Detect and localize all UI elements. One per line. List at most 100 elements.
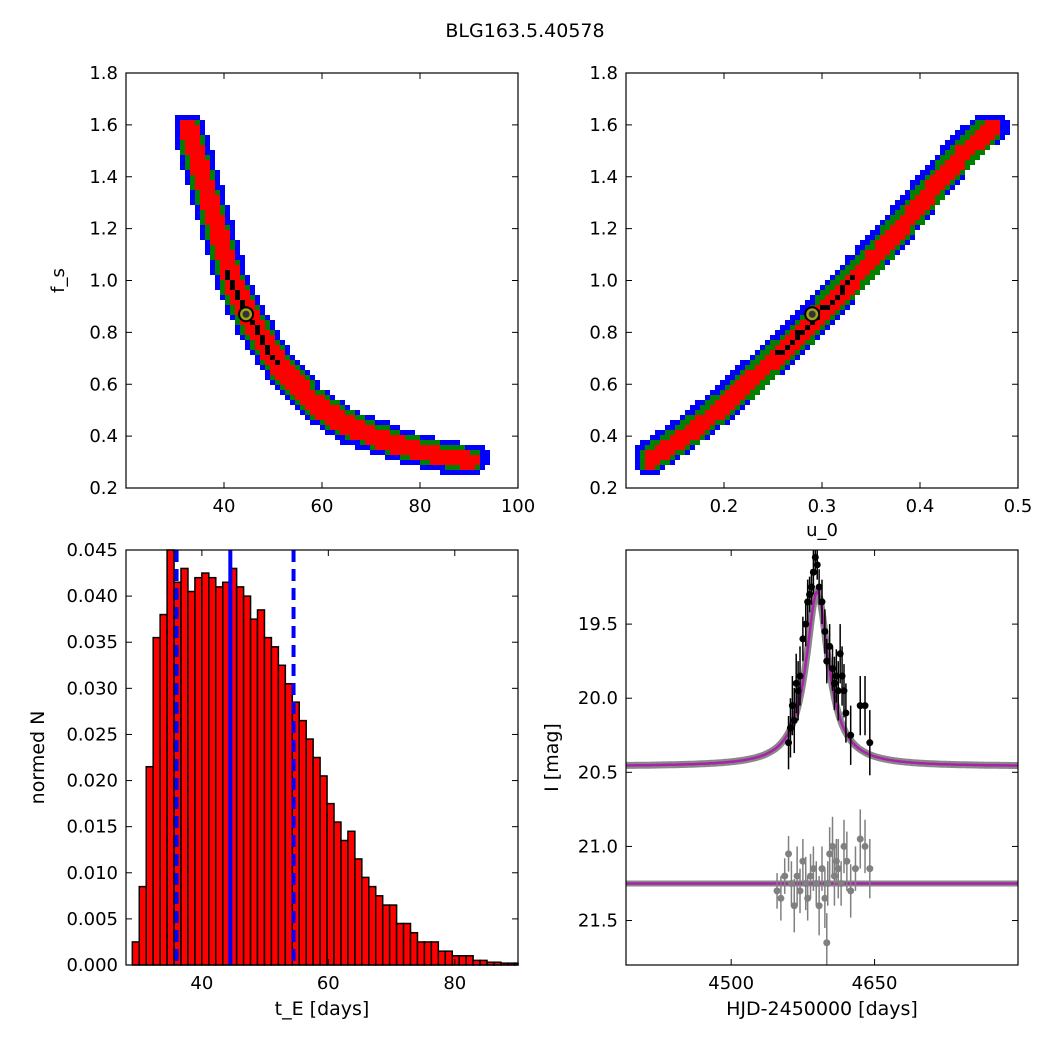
heatmap-band-mid — [335, 415, 340, 420]
heatmap-band-mid — [225, 260, 230, 265]
heatmap-band-outer — [190, 170, 195, 175]
heatmap-band-outer — [825, 310, 830, 315]
heatmap-band-mid — [225, 295, 230, 300]
histogram-bar — [166, 549, 175, 966]
heatmap-band-outer — [290, 395, 295, 400]
heatmap-band-outer — [930, 175, 935, 180]
heatmap-band-inner — [220, 220, 225, 225]
heatmap-band-inner — [365, 430, 370, 435]
heatmap-band-inner — [250, 325, 255, 330]
heatmap-band-outer — [280, 355, 285, 360]
heatmap-band-mid — [895, 235, 900, 240]
heatmap-band-mid — [200, 165, 205, 170]
heatmap-band-outer — [230, 245, 235, 250]
heatmap-band-inner — [325, 420, 330, 425]
heatmap-band-mid — [865, 250, 870, 255]
heatmap-band-outer — [990, 130, 995, 135]
heatmap-band-outer — [415, 450, 420, 455]
heatmap-band-inner — [225, 285, 230, 290]
heatmap-band-outer — [340, 425, 345, 430]
heatmap-band-outer — [445, 470, 450, 475]
heatmap-band-outer — [940, 165, 945, 170]
heatmap-band-mid — [720, 390, 725, 395]
heatmap-band-outer — [370, 425, 375, 430]
heatmap-band-inner — [865, 255, 870, 260]
heatmap-band-outer — [885, 260, 890, 265]
residual-point — [851, 865, 859, 873]
heatmap-band-mid — [240, 310, 245, 315]
heatmap-band-mid — [445, 445, 450, 450]
heatmap-band-mid — [955, 145, 960, 150]
heatmap-band-inner — [260, 335, 265, 340]
heatmap-band-inner — [250, 310, 255, 315]
data-point — [823, 657, 831, 665]
heatmap-band-outer — [335, 410, 340, 415]
heatmap-band-outer — [210, 190, 215, 195]
heatmap-band-outer — [240, 305, 245, 310]
heatmap-band-outer — [870, 245, 875, 250]
heatmap-band-mid — [750, 395, 755, 400]
data-point — [796, 672, 804, 680]
heatmap-band-mid — [705, 400, 710, 405]
heatmap-band-mid — [475, 460, 480, 465]
heatmap-band-outer — [655, 430, 660, 435]
heatmap-band-outer — [1000, 120, 1005, 125]
heatmap-band-mid — [260, 340, 265, 345]
heatmap-band-mid — [700, 415, 705, 420]
heatmap-band-outer — [965, 140, 970, 145]
heatmap-band-inner — [335, 405, 340, 410]
heatmap-band-inner — [955, 150, 960, 155]
y-tick-label: 0.6 — [589, 374, 618, 395]
heatmap-band-inner — [430, 455, 435, 460]
heatmap-band-outer — [270, 340, 275, 345]
heatmap-band-outer — [220, 290, 225, 295]
heatmap-band-outer — [180, 155, 185, 160]
heatmap-band-outer — [745, 365, 750, 370]
heatmap-band-mid — [185, 120, 190, 125]
heatmap-band-mid — [205, 195, 210, 200]
heatmap-core-cell — [785, 345, 790, 350]
heatmap-band-outer — [255, 310, 260, 315]
heatmap-band-inner — [470, 455, 475, 460]
heatmap-band-mid — [210, 190, 215, 195]
heatmap-band-mid — [225, 280, 230, 285]
heatmap-band-mid — [745, 375, 750, 380]
heatmap-band-outer — [955, 170, 960, 175]
heatmap-band-inner — [815, 320, 820, 325]
heatmap-band-mid — [445, 455, 450, 460]
heatmap-band-inner — [220, 230, 225, 235]
heatmap-band-outer — [770, 375, 775, 380]
residual-point — [818, 865, 826, 873]
heatmap-band-outer — [940, 145, 945, 150]
heatmap-band-outer — [280, 360, 285, 365]
heatmap-band-mid — [180, 140, 185, 145]
heatmap-band-outer — [460, 470, 465, 475]
heatmap-band-outer — [310, 385, 315, 390]
heatmap-band-mid — [370, 440, 375, 445]
heatmap-band-outer — [730, 370, 735, 375]
heatmap-band-outer — [765, 360, 770, 365]
heatmap-band-inner — [920, 200, 925, 205]
heatmap-band-mid — [950, 180, 955, 185]
heatmap-band-mid — [395, 435, 400, 440]
heatmap-band-outer — [925, 170, 930, 175]
heatmap-band-inner — [800, 335, 805, 340]
heatmap-band-mid — [825, 290, 830, 295]
heatmap-band-mid — [650, 445, 655, 450]
heatmap-band-mid — [905, 200, 910, 205]
heatmap-band-outer — [945, 155, 950, 160]
heatmap-band-outer — [315, 380, 320, 385]
heatmap-band-mid — [390, 430, 395, 435]
heatmap-band-outer — [860, 250, 865, 255]
heatmap-band-outer — [230, 225, 235, 230]
heatmap-band-outer — [660, 450, 665, 455]
heatmap-band-outer — [280, 340, 285, 345]
heatmap-band-outer — [175, 145, 180, 150]
heatmap-band-outer — [815, 335, 820, 340]
heatmap-band-outer — [900, 200, 905, 205]
heatmap-band-inner — [185, 135, 190, 140]
heatmap-band-mid — [975, 155, 980, 160]
heatmap-band-outer — [710, 405, 715, 410]
heatmap-band-outer — [290, 355, 295, 360]
heatmap-band-outer — [345, 425, 350, 430]
